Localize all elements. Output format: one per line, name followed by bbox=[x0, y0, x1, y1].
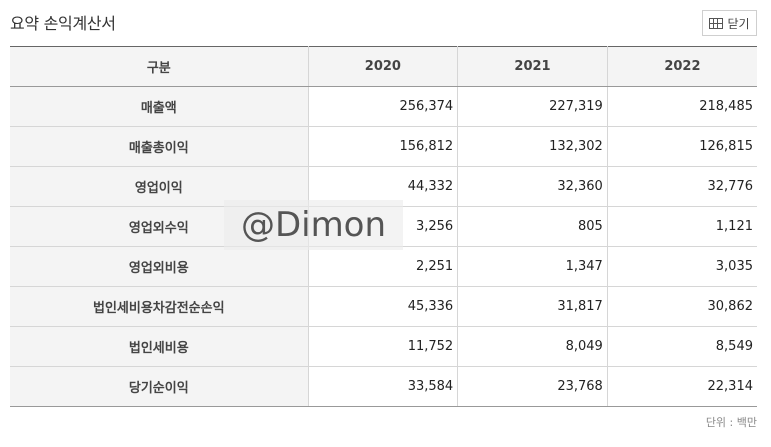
unit-label: 단위 : 백만 bbox=[705, 416, 757, 429]
cell-value: 156,812 bbox=[307, 126, 459, 167]
cell-value: 31,817 bbox=[457, 286, 608, 327]
cell-value: 3,035 bbox=[606, 246, 757, 287]
cell-value: 8,549 bbox=[606, 326, 757, 367]
row-label: 매출총이익 bbox=[10, 126, 309, 167]
cell-value: 33,584 bbox=[307, 366, 459, 407]
watermark: @Dimon bbox=[224, 200, 403, 250]
cell-value: 45,336 bbox=[307, 286, 459, 327]
cell-value: 30,862 bbox=[606, 286, 757, 327]
cell-value: 11,752 bbox=[307, 326, 459, 367]
table-row: 매출액 256,374 227,319 218,485 bbox=[10, 86, 757, 127]
close-button-label: 닫기 bbox=[727, 16, 750, 31]
column-header-2020: 2020 bbox=[307, 46, 459, 87]
table-icon bbox=[709, 17, 724, 29]
cell-value: 23,768 bbox=[457, 366, 608, 407]
table-row: 영업외비용 2,251 1,347 3,035 bbox=[10, 246, 757, 287]
row-label: 매출액 bbox=[10, 86, 309, 127]
cell-value: 1,121 bbox=[606, 206, 757, 247]
cell-value: 132,302 bbox=[457, 126, 608, 167]
cell-value: 32,776 bbox=[606, 166, 757, 207]
cell-value: 805 bbox=[457, 206, 608, 247]
income-statement-table: 구분 2020 2021 2022 매출액 256,374 227,319 21… bbox=[10, 46, 757, 407]
close-button[interactable]: 닫기 bbox=[702, 10, 757, 36]
table-header-row: 구분 2020 2021 2022 bbox=[10, 46, 757, 87]
cell-value: 8,049 bbox=[457, 326, 608, 367]
panel-title: 요약 손익계산서 bbox=[10, 14, 116, 33]
row-label: 법인세비용 bbox=[10, 326, 309, 367]
cell-value: 22,314 bbox=[606, 366, 757, 407]
cell-value: 1,347 bbox=[457, 246, 608, 287]
cell-value: 256,374 bbox=[307, 86, 459, 127]
cell-value: 126,815 bbox=[606, 126, 757, 167]
row-label: 법인세비용차감전순손익 bbox=[10, 286, 309, 327]
cell-value: 2,251 bbox=[307, 246, 459, 287]
row-label: 영업외비용 bbox=[10, 246, 309, 287]
cell-value: 32,360 bbox=[457, 166, 608, 207]
column-header-2022: 2022 bbox=[606, 46, 757, 87]
table-row: 매출총이익 156,812 132,302 126,815 bbox=[10, 126, 757, 167]
row-label: 당기순이익 bbox=[10, 366, 309, 407]
table-row: 당기순이익 33,584 23,768 22,314 bbox=[10, 366, 757, 407]
panel-header: 요약 손익계산서 닫기 bbox=[0, 0, 771, 46]
column-header-category: 구분 bbox=[10, 46, 309, 87]
cell-value: 227,319 bbox=[457, 86, 608, 127]
table-row: 법인세비용 11,752 8,049 8,549 bbox=[10, 326, 757, 367]
column-header-2021: 2021 bbox=[457, 46, 608, 87]
cell-value: 218,485 bbox=[606, 86, 757, 127]
table-row: 법인세비용차감전순손익 45,336 31,817 30,862 bbox=[10, 286, 757, 327]
